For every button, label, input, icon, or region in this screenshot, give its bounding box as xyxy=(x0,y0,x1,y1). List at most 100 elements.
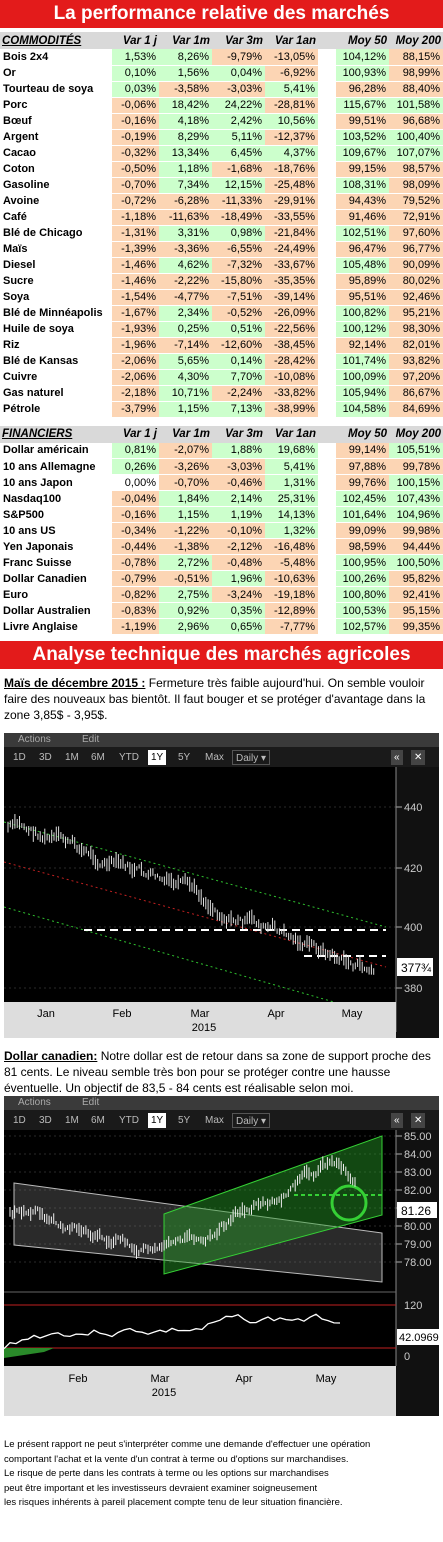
table-row: Argent -0,19% 8,29% 5,11% -12,37% 103,52% 100,… xyxy=(0,129,443,146)
daily-dropdown[interactable]: Daily ▾ xyxy=(232,750,271,765)
value-cell: 4,37% xyxy=(265,145,318,162)
x-tick-label: Mar xyxy=(191,1008,210,1020)
value-cell: 0,92% xyxy=(159,602,212,619)
value-cell: 94,44% xyxy=(389,538,443,555)
tab-1m[interactable]: 1M xyxy=(65,1115,79,1126)
value-cell: 107,43% xyxy=(389,490,443,507)
value-cell: -3,26% xyxy=(159,458,212,475)
value-cell: 2,14% xyxy=(212,490,265,507)
gap-cell xyxy=(318,225,336,242)
value-cell: 96,47% xyxy=(336,241,389,258)
value-cell: 103,52% xyxy=(336,129,389,146)
table-row: 10 ans Allemagne 0,26% -3,26% -3,03% 5,41% 97… xyxy=(0,458,443,475)
edit-menu[interactable]: Edit xyxy=(82,1097,100,1108)
mais-heading: Maïs de décembre 2015 : xyxy=(4,676,146,690)
row-label: Huile de soya xyxy=(0,321,112,338)
value-cell: 95,89% xyxy=(336,273,389,290)
gap-cell xyxy=(318,618,336,635)
value-cell: 98,59% xyxy=(336,538,389,555)
x-tick-label: Mar xyxy=(151,1373,170,1385)
daily-label: Daily xyxy=(236,1116,259,1127)
value-cell: -7,51% xyxy=(212,289,265,306)
actions-menu[interactable]: Actions xyxy=(18,1097,51,1108)
y-axis-area xyxy=(396,767,439,1038)
y-axis-area xyxy=(396,1130,439,1416)
table-row: Soya -1,54% -4,77% -7,51% -39,14% 95,51% 92,46… xyxy=(0,289,443,306)
value-cell: -7,77% xyxy=(265,618,318,635)
value-cell: 100,95% xyxy=(336,554,389,571)
row-label: Dollar Australien xyxy=(0,602,112,619)
value-cell: -1,54% xyxy=(112,289,159,306)
value-cell: 100,26% xyxy=(336,570,389,587)
y-tick-label: 78.00 xyxy=(404,1257,432,1269)
chart-toolbar: Actions Edit xyxy=(4,1096,439,1110)
close-icon[interactable]: ✕ xyxy=(411,750,426,765)
period-tabs: 1D 3D 1M 6M YTD 1Y 5Y Max Daily ▾ « ✕ xyxy=(4,747,439,767)
oversold-fill xyxy=(4,1348,54,1358)
cad-text: Notre dollar est de retour dans sa zone … xyxy=(4,1049,431,1095)
tab-1d[interactable]: 1D xyxy=(13,1115,26,1126)
tab-ytd[interactable]: YTD xyxy=(119,752,139,763)
value-cell: 90,09% xyxy=(389,257,443,274)
table-row: Maïs -1,39% -3,36% -6,55% -24,49% 96,47% 96,77… xyxy=(0,241,443,258)
nav-button[interactable]: « xyxy=(391,750,403,765)
value-cell: -0,48% xyxy=(212,554,265,571)
tab-1m[interactable]: 1M xyxy=(65,752,79,763)
channel-middle xyxy=(4,861,387,968)
tab-1d[interactable]: 1D xyxy=(13,752,26,763)
tab-ytd[interactable]: YTD xyxy=(119,1115,139,1126)
value-cell: 96,68% xyxy=(389,113,443,130)
y-tick-label: 80.00 xyxy=(404,1221,432,1233)
disclaimer-line: les risques inhérents à pareil placement… xyxy=(4,1497,343,1508)
value-cell: -12,60% xyxy=(212,337,265,354)
value-cell: 100,12% xyxy=(336,321,389,338)
value-cell: -0,46% xyxy=(212,474,265,491)
table-row: Or 0,10% 1,56% 0,04% -6,92% 100,93% 98,99% xyxy=(0,65,443,82)
last-price-box xyxy=(397,958,433,976)
tab-max[interactable]: Max xyxy=(205,752,224,763)
x-axis-area xyxy=(4,1366,396,1416)
tab-3d[interactable]: 3D xyxy=(39,1115,52,1126)
value-cell: 97,20% xyxy=(389,369,443,386)
value-cell: 100,82% xyxy=(336,305,389,322)
x-tick-label: Apr xyxy=(267,1008,284,1020)
tab-5y[interactable]: 5Y xyxy=(178,752,191,763)
gap-cell xyxy=(318,273,336,290)
table-row: Diesel -1,46% 4,62% -7,32% -33,67% 105,48% 90,… xyxy=(0,257,443,274)
value-cell: -1,96% xyxy=(112,337,159,354)
y-tick-label: 400 xyxy=(404,922,422,934)
tab-6m[interactable]: 6M xyxy=(91,752,105,763)
gap-cell xyxy=(318,177,336,194)
gap-cell xyxy=(318,522,336,539)
gap-cell xyxy=(318,257,336,274)
tab-1y[interactable]: 1Y xyxy=(148,1113,167,1128)
actions-menu[interactable]: Actions xyxy=(18,734,51,745)
row-label: S&P500 xyxy=(0,506,112,523)
row-label: 10 ans Allemagne xyxy=(0,458,112,475)
last-price-box xyxy=(397,1202,437,1218)
value-cell: 7,34% xyxy=(159,177,212,194)
tab-1y[interactable]: 1Y xyxy=(148,750,167,765)
value-cell: 100,15% xyxy=(389,474,443,491)
year-label: 2015 xyxy=(192,1022,216,1034)
value-cell: 7,13% xyxy=(212,401,265,418)
value-cell: 98,30% xyxy=(389,321,443,338)
tab-3d[interactable]: 3D xyxy=(39,752,52,763)
edit-menu[interactable]: Edit xyxy=(82,734,100,745)
y-tick-label: 85.00 xyxy=(404,1131,432,1143)
tab-max[interactable]: Max xyxy=(205,1115,224,1126)
gap-cell xyxy=(318,145,336,162)
gap-cell xyxy=(318,65,336,82)
value-cell: -29,91% xyxy=(265,193,318,210)
nav-button[interactable]: « xyxy=(391,1113,403,1128)
value-cell: 105,48% xyxy=(336,257,389,274)
value-cell: -2,06% xyxy=(112,369,159,386)
tab-5y[interactable]: 5Y xyxy=(178,1115,191,1126)
tab-6m[interactable]: 6M xyxy=(91,1115,105,1126)
mais-paragraph: Maïs de décembre 2015 : Fermeture très f… xyxy=(0,675,443,729)
gap-cell xyxy=(318,161,336,178)
value-cell: 104,96% xyxy=(389,506,443,523)
table-row: Blé de Chicago -1,31% 3,31% 0,98% -21,84% 102… xyxy=(0,225,443,242)
daily-dropdown[interactable]: Daily ▾ xyxy=(232,1113,271,1128)
close-icon[interactable]: ✕ xyxy=(411,1113,426,1128)
